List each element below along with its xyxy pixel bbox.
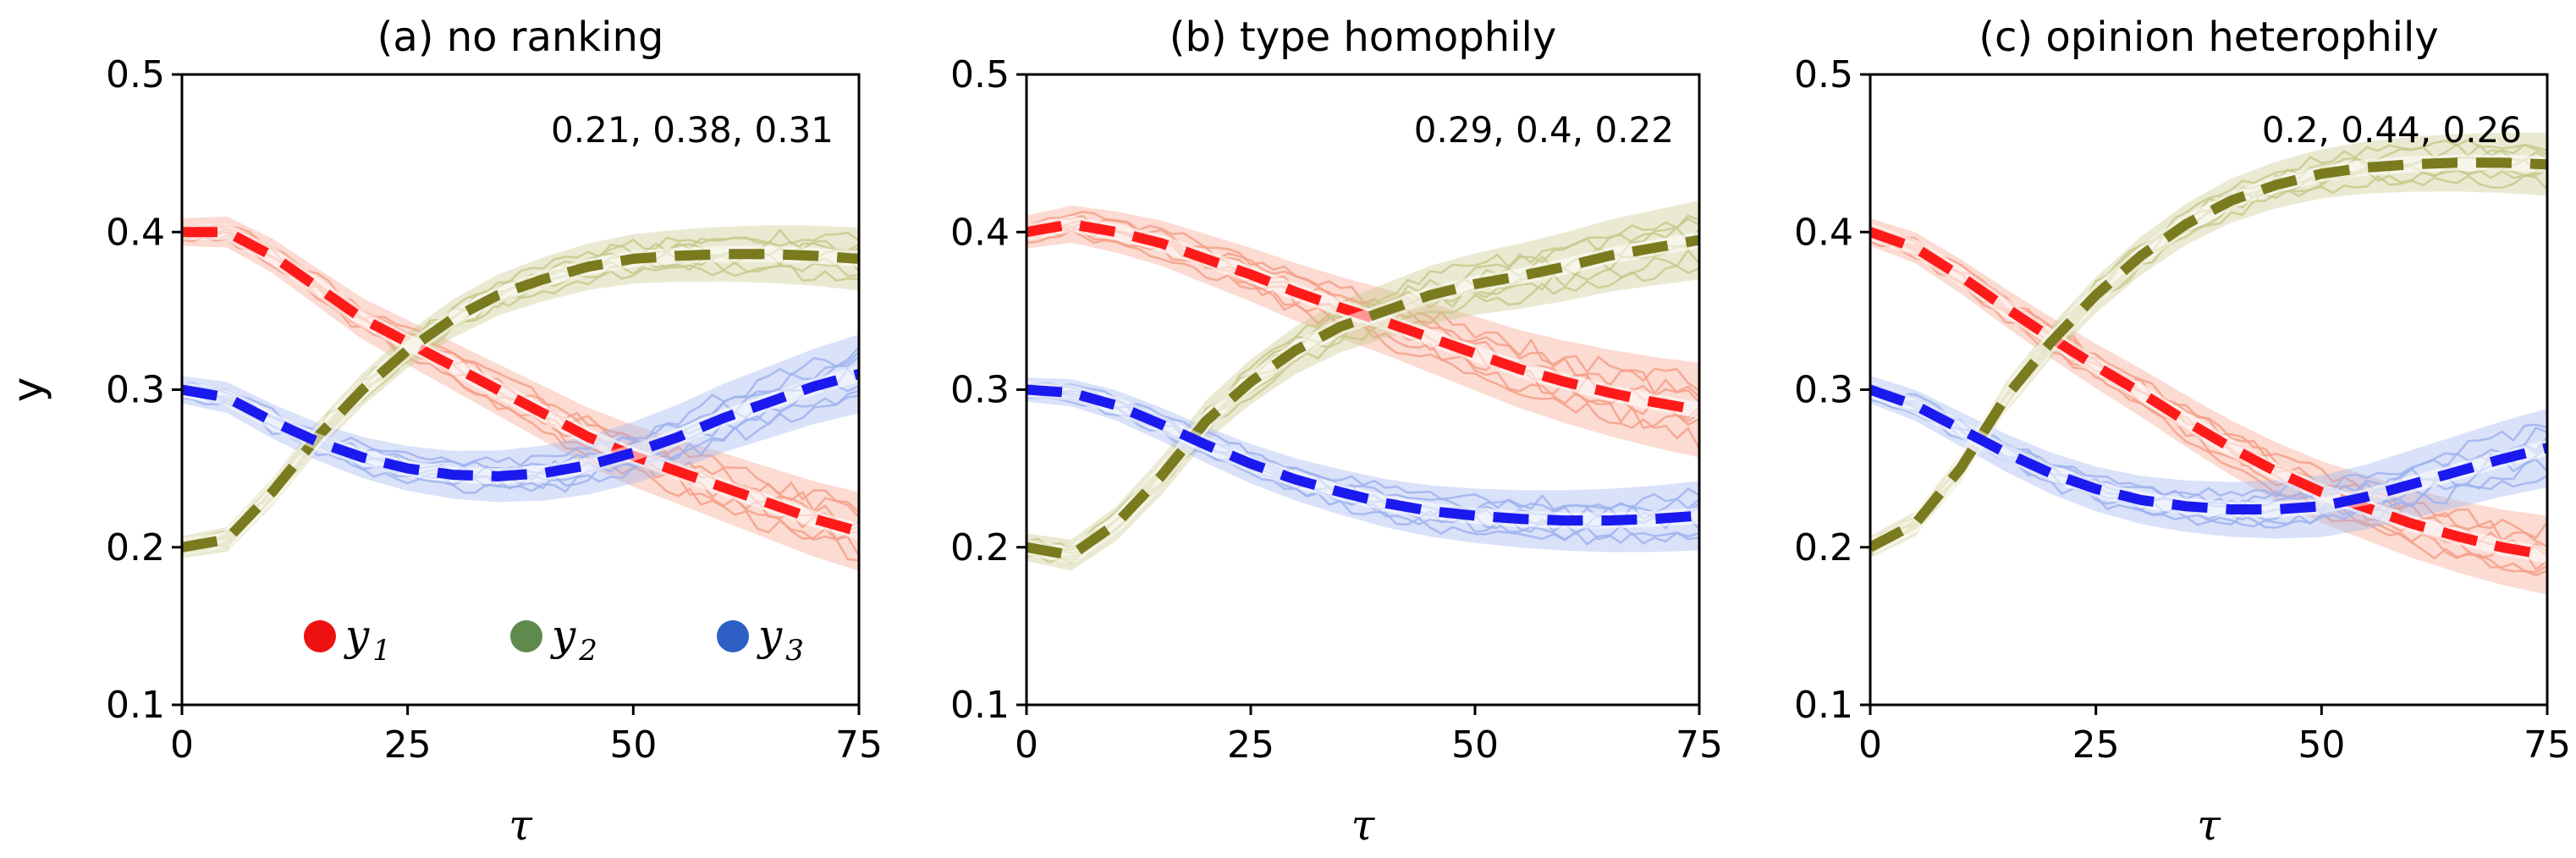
y-tick-label: 0.5 (950, 53, 1010, 96)
run-y1 (1870, 226, 2547, 540)
line-y3 (1027, 384, 1699, 526)
legend-marker (717, 620, 749, 652)
legend-subscript: 2 (578, 634, 597, 668)
x-tick-label: 25 (2072, 723, 2120, 767)
x-tick-label: 50 (609, 723, 657, 767)
x-tick-label: 50 (1451, 723, 1499, 767)
x-tick-label: 0 (1858, 723, 1882, 767)
line-y3 (182, 369, 859, 481)
x-tick-label: 0 (1015, 723, 1038, 767)
run-y3 (1027, 382, 1699, 511)
y-tick-label: 0.1 (1794, 684, 1853, 727)
line-y3 (1870, 384, 2547, 514)
y-tick-label: 0.3 (106, 369, 165, 412)
y-tick-label: 0.2 (950, 526, 1010, 569)
panel-2: 0.1 0.2 0.3 0.4 0.5 0 25 50 75 (b) type homophily… (950, 14, 1723, 850)
y-tick-label: 0.4 (106, 211, 165, 254)
x-tick-label: 25 (384, 723, 432, 767)
legend-symbol: y (344, 611, 370, 660)
run-y1 (1870, 234, 2547, 574)
y-tick-label: 0.4 (950, 211, 1010, 254)
panel-title: (c) opinion heterophily (1979, 14, 2438, 61)
x-tick-label: 0 (170, 723, 194, 767)
y-tick-label: 0.3 (950, 369, 1010, 412)
y-tick-label: 0.5 (1794, 53, 1853, 96)
legend-symbol: y (550, 611, 576, 660)
x-axis-label: τ (509, 800, 533, 850)
x-tick-label: 25 (1227, 723, 1274, 767)
x-axis-label: τ (2197, 800, 2221, 850)
panel-title: (a) no ranking (377, 14, 664, 61)
y-tick-label: 0.1 (950, 684, 1010, 727)
y-tick-label: 0.1 (106, 684, 165, 727)
legend-subscript: 3 (785, 634, 804, 668)
line-y1 (182, 227, 859, 536)
line-y2 (1027, 234, 1699, 561)
x-tick-label: 75 (1676, 723, 1723, 767)
panel-1: 0.1 0.2 0.3 0.4 0.5 0 25 50 75 (a) no ranking τ y 0.… (3, 14, 883, 850)
run-y1 (1870, 240, 2547, 577)
legend-marker (304, 620, 336, 652)
y-tick-label: 0.3 (1794, 369, 1853, 412)
y-tick-label: 0.2 (1794, 526, 1853, 569)
x-tick-label: 75 (2524, 723, 2571, 767)
legend-marker (510, 620, 542, 652)
x-axis-label: τ (1351, 800, 1376, 850)
line-y1 (1870, 227, 2547, 561)
y-tick-label: 0.4 (1794, 211, 1853, 254)
line-y2 (182, 249, 859, 553)
panel-title: (b) type homophily (1170, 14, 1557, 61)
plot-area (1027, 201, 1699, 571)
final-values-annotation: 0.29, 0.4, 0.22 (1414, 109, 1674, 151)
panel-3: 0.1 0.2 0.3 0.4 0.5 0 25 50 75 (c) opinion hetero… (1794, 14, 2571, 850)
final-values-annotation: 0.2, 0.44, 0.26 (2262, 109, 2522, 151)
x-tick-label: 50 (2298, 723, 2345, 767)
run-y3 (1027, 396, 1699, 546)
y-tick-label: 0.2 (106, 526, 165, 569)
legend-symbol: y (757, 611, 783, 660)
plot-area (1870, 132, 2547, 595)
final-values-annotation: 0.21, 0.38, 0.31 (551, 109, 834, 151)
x-tick-label: 75 (835, 723, 883, 767)
legend-subscript: 1 (372, 634, 391, 668)
y-tick-label: 0.5 (106, 53, 165, 96)
y-axis-label: y (3, 377, 52, 403)
plot-area (182, 216, 859, 571)
